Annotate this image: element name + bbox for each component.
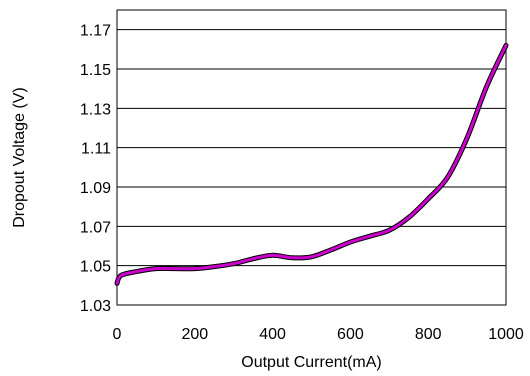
plot-area-frame [116, 9, 507, 306]
y-axis-label: Dropout Voltage (V) [11, 87, 28, 228]
y-tick-label: 1.13 [80, 101, 111, 118]
y-tick-label: 1.15 [80, 62, 111, 79]
y-tick-label: 1.05 [80, 259, 111, 276]
y-tick-label: 1.07 [80, 219, 111, 236]
x-tick-label: 800 [415, 326, 442, 343]
series-line [115, 43, 508, 285]
x-tick-label: 0 [113, 326, 122, 343]
series-line-outline [114, 42, 509, 286]
y-tick-label: 1.03 [80, 298, 111, 315]
x-tick-label: 1000 [488, 326, 524, 343]
x-tick-labels: 0 200 400 600 800 1000 [113, 326, 524, 343]
x-tick-label: 400 [259, 326, 286, 343]
series-layer [114, 42, 509, 286]
y-tick-labels: 1.03 1.05 1.07 1.09 1.11 1.13 1.15 1.17 [80, 23, 111, 315]
grid-lines [117, 29, 506, 267]
y-tick-label: 1.11 [81, 141, 111, 158]
x-axis-label: Output Current(mA) [241, 354, 381, 371]
y-tick-label: 1.09 [80, 180, 111, 197]
x-tick-label: 600 [337, 326, 364, 343]
x-tick-label: 200 [181, 326, 208, 343]
y-tick-label: 1.17 [80, 23, 111, 40]
